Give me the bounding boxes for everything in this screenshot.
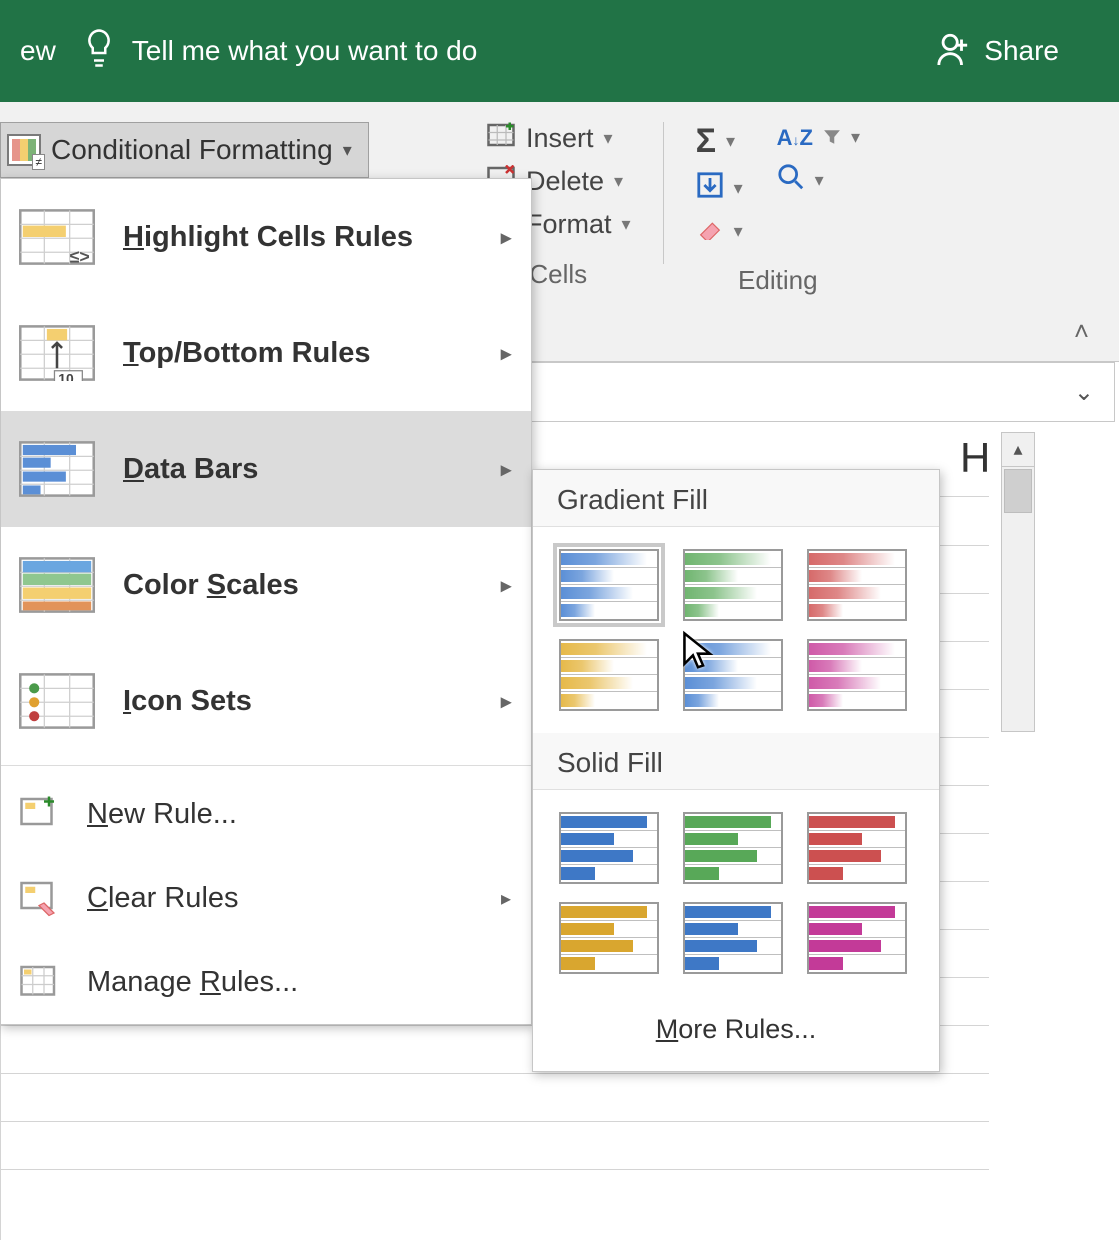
chevron-down-icon: ▾ (851, 127, 860, 148)
collapse-ribbon-icon[interactable]: ˄ (1074, 316, 1089, 347)
menu-item-newrule[interactable]: New Rule... (1, 772, 531, 856)
menu-item-label: Clear Rules (87, 882, 239, 915)
menu-item-topbottom[interactable]: 10 Top/Bottom Rules ▸ (1, 295, 531, 411)
gradient-databar-swatch[interactable] (683, 549, 783, 621)
scroll-thumb[interactable] (1004, 469, 1032, 513)
title-bar: ew Tell me what you want to do Share (0, 0, 1119, 102)
insert-label: Insert (526, 123, 594, 154)
menu-item-colorscales[interactable]: Color Scales ▸ (1, 527, 531, 643)
conditional-formatting-menu: ≤> Highlight Cells Rules ▸ 10 Top/Bottom Rul… (0, 178, 532, 1025)
editing-group: Σ ▾ ▾ ▾ A↓Z ▾ (690, 120, 866, 296)
chevron-down-icon: ▾ (734, 178, 743, 199)
chevron-right-icon: ▸ (501, 457, 511, 482)
ribbon-right-groups: Insert ▾ Delete ▾ Format ▾ Cells Σ (480, 120, 1119, 296)
gradient-databar-swatch[interactable] (807, 549, 907, 621)
tell-me-group[interactable]: Tell me what you want to do (84, 28, 478, 75)
conditional-formatting-label: Conditional Formatting (51, 134, 333, 166)
menu-item-label: Top/Bottom Rules (123, 337, 371, 370)
share-label: Share (984, 35, 1059, 67)
svg-text:10: 10 (58, 370, 74, 381)
delete-label: Delete (526, 166, 604, 197)
chevron-right-icon: ▸ (501, 886, 511, 911)
solid-fill-header: Solid Fill (533, 733, 939, 790)
svg-text:≤>: ≤> (70, 246, 90, 265)
solid-databar-swatch[interactable] (559, 812, 659, 884)
autosum-button[interactable]: Σ ▾ (690, 120, 749, 163)
menu-item-label: Data Bars (123, 453, 258, 486)
menu-item-label: Manage Rules... (87, 966, 298, 999)
share-group[interactable]: Share (936, 31, 1059, 72)
menu-separator (1, 765, 531, 766)
format-label: Format (526, 209, 612, 240)
colorscales-icon (19, 557, 95, 613)
menu-item-label: Icon Sets (123, 685, 252, 718)
chevron-right-icon: ▸ (501, 573, 511, 598)
find-select-button[interactable]: ▾ (771, 161, 866, 200)
gradient-databar-swatch[interactable] (807, 639, 907, 711)
databars-icon (19, 441, 95, 497)
solid-databar-swatch[interactable] (683, 812, 783, 884)
gradient-databar-swatch[interactable] (683, 639, 783, 711)
conditional-formatting-icon (7, 134, 41, 166)
conditional-formatting-button[interactable]: Conditional Formatting ▾ (0, 122, 369, 178)
menu-item-highlight[interactable]: ≤> Highlight Cells Rules ▸ (1, 179, 531, 295)
chevron-right-icon: ▸ (501, 341, 511, 366)
share-person-icon (936, 31, 970, 72)
insert-cells-icon (486, 122, 516, 155)
lightbulb-icon (84, 28, 114, 75)
search-icon (777, 163, 805, 198)
tell-me-text: Tell me what you want to do (132, 35, 478, 67)
title-bar-left: ew Tell me what you want to do (20, 28, 477, 75)
chevron-down-icon: ▾ (343, 140, 352, 161)
chevron-right-icon: ▸ (501, 225, 511, 250)
data-bars-submenu: Gradient Fill Solid Fill More Rules... (532, 469, 940, 1072)
gradient-databar-swatch[interactable] (559, 549, 659, 621)
eraser-icon (696, 216, 724, 247)
sort-icon: A↓Z (777, 125, 813, 151)
clearrules-icon (19, 878, 59, 918)
view-tab-partial[interactable]: ew (20, 35, 56, 67)
expand-formula-bar-icon[interactable]: ⌄ (1074, 378, 1094, 407)
sort-filter-button[interactable]: A↓Z ▾ (771, 120, 866, 155)
gradient-fill-header: Gradient Fill (533, 470, 939, 527)
menu-item-label: Highlight Cells Rules (123, 221, 413, 254)
topbottom-icon: 10 (19, 325, 95, 381)
vertical-scrollbar[interactable]: ▴ (1001, 432, 1035, 732)
solid-swatch-grid (533, 790, 939, 996)
menu-item-managerules[interactable]: Manage Rules... (1, 940, 531, 1024)
sigma-icon: Σ (696, 122, 716, 161)
ribbon-divider (663, 122, 664, 264)
menu-item-label: Color Scales (123, 569, 299, 602)
highlight-icon: ≤> (19, 209, 95, 265)
chevron-down-icon: ▾ (815, 170, 824, 191)
editing-group-label: Editing (690, 265, 866, 296)
chevron-down-icon: ▾ (734, 221, 743, 242)
menu-item-clearrules[interactable]: Clear Rules ▸ (1, 856, 531, 940)
more-rules-link[interactable]: More Rules... (533, 996, 939, 1051)
solid-databar-swatch[interactable] (559, 902, 659, 974)
column-header-H[interactable]: H (960, 434, 990, 482)
insert-button[interactable]: Insert ▾ (480, 120, 637, 157)
chevron-right-icon: ▸ (501, 689, 511, 714)
menu-item-iconsets[interactable]: Icon Sets ▸ (1, 643, 531, 759)
chevron-down-icon: ▾ (614, 171, 623, 192)
managerules-icon (19, 962, 59, 1002)
clear-button[interactable]: ▾ (690, 214, 749, 249)
gradient-databar-swatch[interactable] (559, 639, 659, 711)
chevron-down-icon: ▾ (604, 128, 613, 149)
menu-item-label: New Rule... (87, 798, 237, 831)
iconsets-icon (19, 673, 95, 729)
solid-databar-swatch[interactable] (807, 812, 907, 884)
fill-button[interactable]: ▾ (690, 169, 749, 208)
menu-item-databars[interactable]: Data Bars ▸ (1, 411, 531, 527)
filter-icon (823, 122, 841, 153)
newrule-icon (19, 794, 59, 834)
chevron-down-icon: ▾ (622, 214, 631, 235)
chevron-down-icon: ▾ (726, 131, 735, 152)
fill-down-icon (696, 171, 724, 206)
solid-databar-swatch[interactable] (807, 902, 907, 974)
scroll-up-icon[interactable]: ▴ (1002, 433, 1034, 467)
gradient-swatch-grid (533, 527, 939, 733)
solid-databar-swatch[interactable] (683, 902, 783, 974)
